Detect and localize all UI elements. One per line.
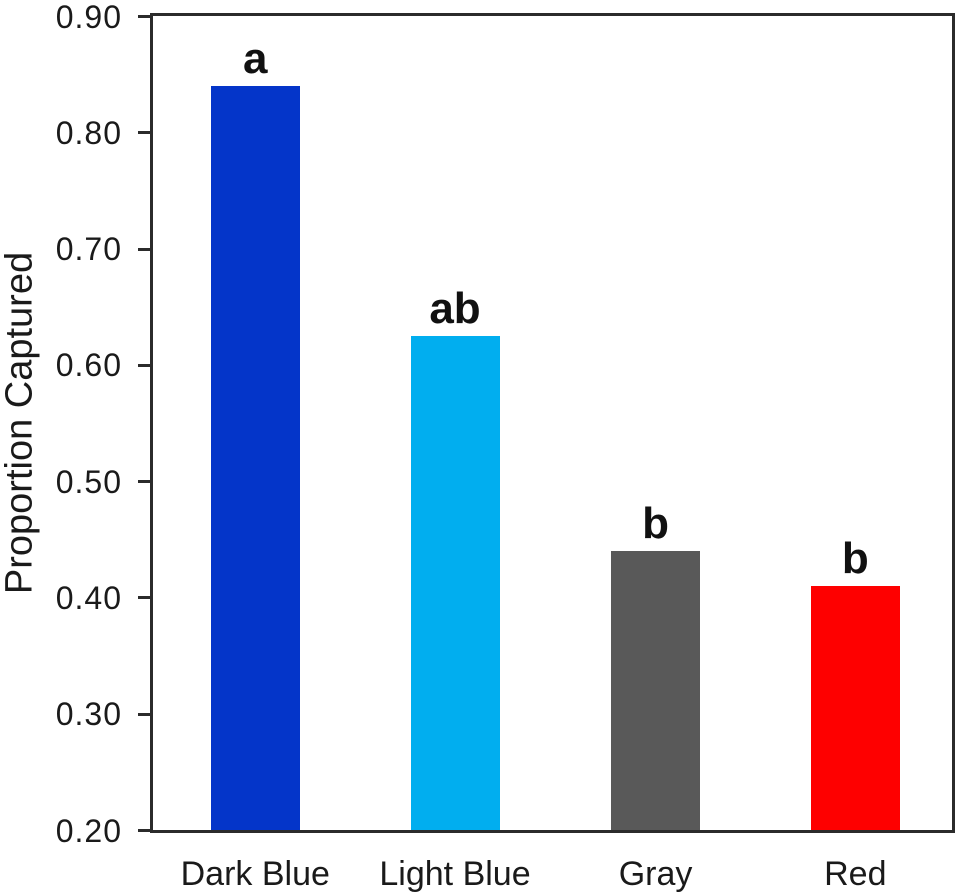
y-tick-label: 0.80 — [55, 114, 122, 151]
y-tick-label: 0.90 — [55, 0, 122, 35]
bar-gray — [611, 550, 701, 830]
x-tick-label-gray: Gray — [618, 855, 693, 893]
y-axis-title: Proportion Captured — [0, 251, 41, 595]
y-tick-label: 0.70 — [55, 231, 122, 268]
significance-letter: b — [841, 533, 869, 583]
significance-letter: a — [243, 33, 268, 83]
y-tick-mark — [138, 829, 150, 832]
plot-area: a ab b b — [150, 13, 955, 833]
y-tick-mark — [138, 596, 150, 600]
y-tick-mark — [138, 480, 150, 484]
x-tick-label-dark-blue: Dark Blue — [180, 855, 330, 893]
y-tick-label: 0.50 — [55, 463, 122, 500]
y-tick-label: 0.20 — [55, 812, 122, 849]
x-tick-label-red: Red — [824, 855, 887, 893]
bar-light-blue — [410, 335, 500, 830]
bar-red — [810, 585, 900, 830]
y-tick-label: 0.30 — [55, 696, 122, 733]
significance-letter: b — [642, 498, 669, 548]
x-tick-label-light-blue: Light Blue — [379, 855, 531, 893]
significance-letter: ab — [429, 283, 481, 333]
y-tick-mark — [138, 247, 150, 251]
y-tick-mark — [138, 15, 150, 18]
bar-dark-blue — [210, 85, 300, 830]
y-tick-label: 0.40 — [55, 579, 122, 616]
y-tick-mark — [138, 131, 150, 135]
y-tick-mark — [138, 712, 150, 716]
y-tick-mark — [138, 363, 150, 367]
y-tick-label: 0.60 — [55, 347, 122, 384]
